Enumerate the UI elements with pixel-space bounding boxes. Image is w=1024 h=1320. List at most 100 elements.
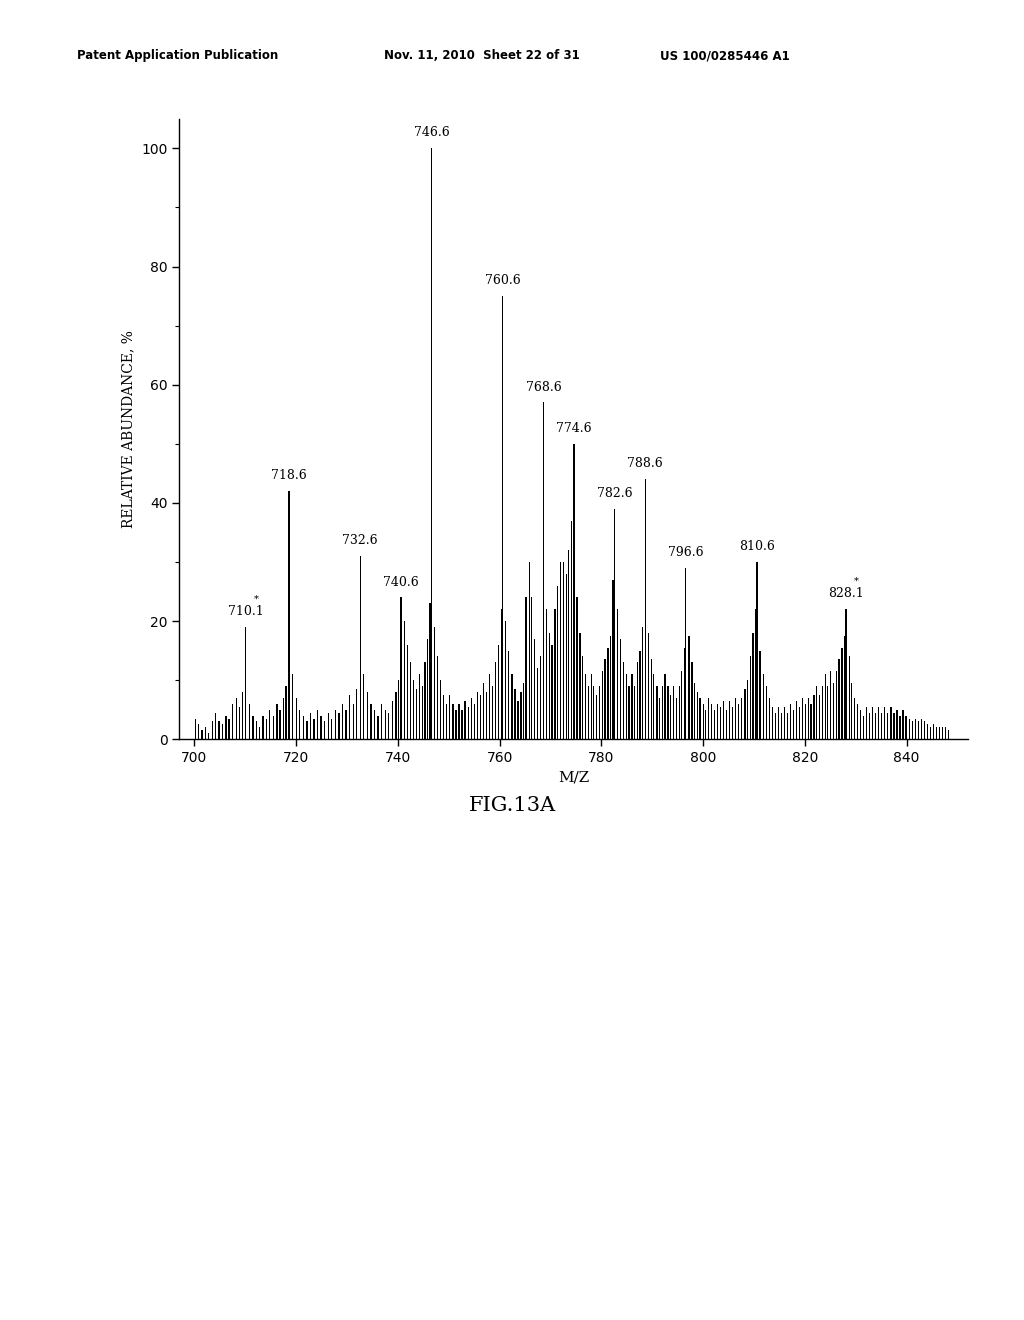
- Bar: [528, 562, 529, 739]
- Bar: [479, 694, 481, 739]
- Bar: [342, 704, 343, 739]
- Bar: [424, 663, 426, 739]
- Bar: [427, 639, 428, 739]
- Bar: [760, 651, 761, 739]
- Bar: [345, 710, 347, 739]
- Bar: [706, 710, 707, 739]
- Bar: [881, 713, 883, 739]
- Bar: [283, 698, 284, 739]
- Bar: [694, 682, 695, 739]
- Bar: [468, 706, 469, 739]
- Bar: [280, 710, 281, 739]
- Bar: [791, 704, 792, 739]
- X-axis label: M/Z: M/Z: [558, 771, 589, 784]
- Bar: [617, 610, 618, 739]
- Bar: [443, 694, 444, 739]
- Bar: [717, 704, 718, 739]
- Bar: [787, 713, 788, 739]
- Bar: [796, 701, 798, 739]
- Bar: [890, 706, 892, 739]
- Bar: [668, 686, 669, 739]
- Bar: [738, 704, 739, 739]
- Bar: [604, 660, 605, 739]
- Bar: [492, 686, 494, 739]
- Bar: [296, 698, 297, 739]
- Bar: [851, 682, 852, 739]
- Bar: [349, 694, 350, 739]
- Bar: [839, 660, 840, 739]
- Bar: [236, 698, 237, 739]
- Bar: [266, 718, 267, 739]
- Text: Patent Application Publication: Patent Application Publication: [77, 49, 279, 62]
- Bar: [746, 680, 749, 739]
- Bar: [299, 710, 300, 739]
- Bar: [602, 672, 603, 739]
- Bar: [650, 660, 652, 739]
- Bar: [732, 706, 733, 739]
- Bar: [612, 579, 613, 739]
- Bar: [857, 704, 858, 739]
- Bar: [763, 675, 764, 739]
- Bar: [239, 706, 240, 739]
- Bar: [245, 627, 247, 739]
- Bar: [450, 694, 451, 739]
- Bar: [501, 610, 502, 739]
- Bar: [531, 598, 532, 739]
- Bar: [573, 444, 574, 739]
- Bar: [495, 663, 497, 739]
- Bar: [714, 710, 715, 739]
- Bar: [887, 713, 889, 739]
- Bar: [440, 680, 441, 739]
- Bar: [621, 639, 622, 739]
- Bar: [232, 704, 233, 739]
- Bar: [846, 610, 847, 739]
- Bar: [924, 722, 925, 739]
- Bar: [303, 715, 304, 739]
- Bar: [474, 704, 475, 739]
- Bar: [893, 713, 895, 739]
- Bar: [918, 722, 919, 739]
- Bar: [546, 610, 547, 739]
- Bar: [805, 704, 806, 739]
- Y-axis label: RELATIVE ABUNDANCE, %: RELATIVE ABUNDANCE, %: [122, 330, 135, 528]
- Text: 810.6: 810.6: [739, 540, 775, 553]
- Bar: [292, 675, 293, 739]
- Bar: [520, 692, 521, 739]
- Bar: [709, 698, 710, 739]
- Bar: [824, 675, 826, 739]
- Bar: [844, 636, 845, 739]
- Bar: [525, 598, 526, 739]
- Bar: [222, 725, 223, 739]
- Bar: [437, 656, 438, 739]
- Bar: [711, 704, 712, 739]
- Bar: [568, 550, 569, 739]
- Text: US 100/0285446 A1: US 100/0285446 A1: [660, 49, 791, 62]
- Text: 760.6: 760.6: [484, 275, 520, 288]
- Bar: [429, 603, 431, 739]
- Bar: [927, 725, 928, 739]
- Bar: [629, 686, 630, 739]
- Bar: [269, 710, 270, 739]
- Bar: [914, 718, 915, 739]
- Bar: [508, 651, 510, 739]
- Bar: [388, 713, 389, 739]
- Bar: [871, 706, 873, 739]
- Bar: [272, 715, 274, 739]
- Bar: [549, 632, 550, 739]
- Bar: [744, 689, 745, 739]
- Bar: [699, 698, 700, 739]
- Bar: [431, 148, 432, 739]
- Bar: [869, 713, 870, 739]
- Bar: [537, 668, 538, 739]
- Bar: [498, 644, 500, 739]
- Text: 710.1: 710.1: [228, 605, 264, 618]
- Text: 718.6: 718.6: [271, 469, 307, 482]
- Bar: [517, 701, 518, 739]
- Bar: [514, 689, 515, 739]
- Bar: [456, 710, 457, 739]
- Bar: [588, 686, 589, 739]
- Bar: [813, 694, 815, 739]
- Bar: [471, 698, 472, 739]
- Bar: [775, 713, 776, 739]
- Bar: [560, 562, 561, 739]
